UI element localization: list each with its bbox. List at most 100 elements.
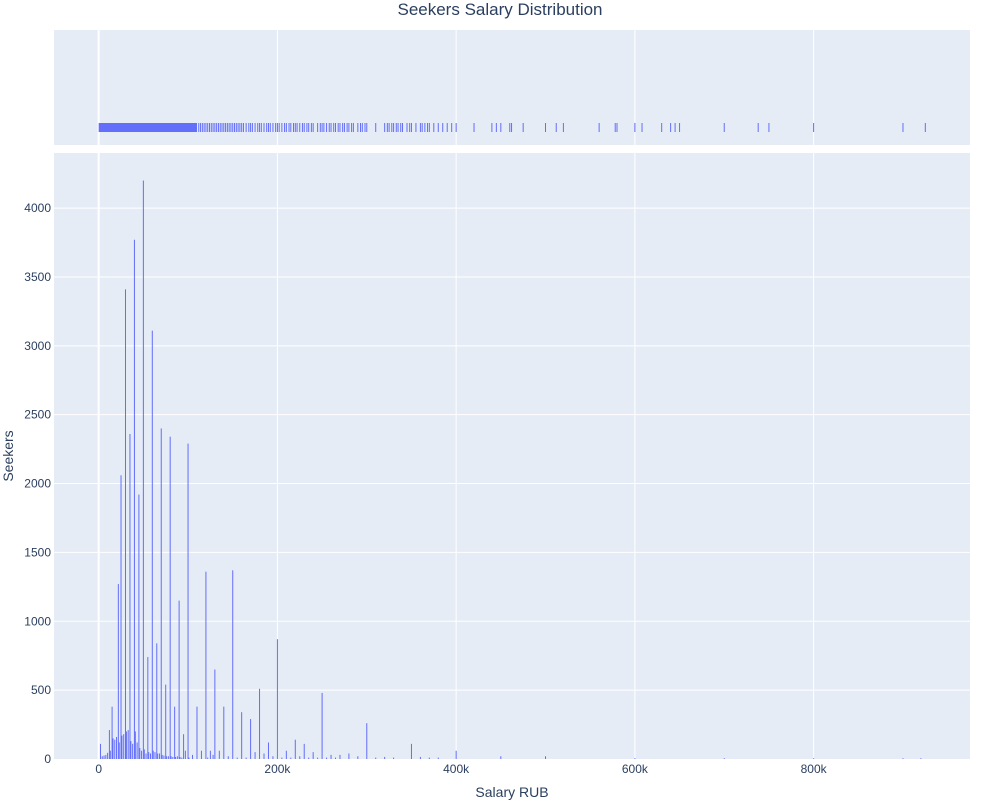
histogram-bar bbox=[312, 752, 314, 759]
histogram-bar bbox=[150, 753, 152, 759]
histogram-bar bbox=[134, 731, 136, 759]
y-tick-label: 3000 bbox=[24, 339, 51, 353]
histogram-bar bbox=[148, 752, 150, 759]
histogram-bar bbox=[276, 639, 278, 759]
histogram-bar bbox=[138, 494, 140, 759]
histogram-bars bbox=[99, 180, 922, 759]
histogram-bar bbox=[214, 669, 216, 759]
histogram-bar bbox=[147, 657, 149, 759]
histogram-bar bbox=[455, 750, 457, 759]
histogram-bar bbox=[145, 753, 147, 759]
histogram-bar bbox=[125, 731, 127, 759]
histogram-bar bbox=[272, 756, 274, 759]
x-tick-label: 200k bbox=[264, 762, 291, 776]
histogram-bar bbox=[223, 706, 225, 759]
histogram-bar bbox=[175, 756, 177, 759]
histogram-bar bbox=[108, 730, 110, 759]
y-tick-label: 3500 bbox=[24, 270, 51, 284]
y-tick-label: 2000 bbox=[24, 477, 51, 491]
histogram-bar bbox=[259, 688, 261, 759]
histogram-bar bbox=[112, 738, 114, 759]
histogram-bar bbox=[267, 742, 269, 759]
histogram-bar bbox=[348, 753, 350, 759]
histogram-bar bbox=[205, 571, 207, 759]
histogram-bar bbox=[366, 723, 368, 759]
histogram-bar bbox=[101, 756, 103, 759]
histogram-bar bbox=[169, 436, 171, 759]
histogram-bar bbox=[99, 743, 101, 759]
histogram-bar bbox=[129, 433, 131, 759]
histogram-bar bbox=[111, 706, 113, 759]
histogram-bar bbox=[121, 735, 123, 759]
histogram-bar bbox=[227, 756, 229, 759]
histogram-bar bbox=[116, 736, 118, 759]
histogram-bar bbox=[285, 750, 287, 759]
histogram-bar bbox=[254, 752, 256, 759]
histogram-bar bbox=[500, 756, 502, 759]
histogram-bar bbox=[133, 239, 135, 759]
histogram-bar bbox=[107, 752, 109, 759]
histogram-bar bbox=[117, 584, 119, 759]
histogram-bar bbox=[172, 756, 174, 759]
histogram-bar bbox=[139, 747, 141, 759]
histogram-bar bbox=[157, 753, 159, 759]
y-tick-label: 4000 bbox=[24, 201, 51, 215]
y-tick-label: 0 bbox=[44, 752, 51, 766]
histogram-bar bbox=[410, 743, 412, 759]
histogram-bar bbox=[192, 754, 194, 759]
histogram-bar bbox=[902, 758, 904, 759]
histogram-gridlines bbox=[54, 153, 970, 759]
histogram-bar bbox=[339, 754, 341, 759]
histogram-bar bbox=[118, 742, 120, 759]
chart-title: Seekers Salary Distribution bbox=[397, 0, 602, 19]
histogram-bar bbox=[335, 757, 337, 759]
histogram-bar bbox=[123, 734, 125, 759]
histogram-bar bbox=[419, 756, 421, 759]
histogram-bar bbox=[218, 750, 220, 759]
histogram-bar bbox=[393, 757, 395, 759]
y-axis-ticks: 0 500 1000 1500 2000 2500 3000 3500 4000 bbox=[24, 201, 51, 766]
histogram-bar bbox=[127, 730, 129, 759]
histogram-bar bbox=[152, 750, 154, 759]
y-tick-label: 500 bbox=[31, 683, 51, 697]
histogram-bar bbox=[357, 756, 359, 759]
histogram-bar bbox=[163, 755, 165, 759]
x-axis-title: Salary RUB bbox=[475, 784, 548, 800]
histogram-bar bbox=[158, 753, 160, 759]
histogram-bar bbox=[141, 750, 143, 759]
histogram-bar bbox=[154, 752, 156, 759]
histogram-bar bbox=[167, 756, 169, 759]
histogram-bar bbox=[179, 756, 181, 759]
histogram-bar bbox=[170, 756, 172, 759]
histogram-bar bbox=[187, 443, 189, 759]
histogram-bar bbox=[183, 734, 185, 759]
histogram-bar bbox=[232, 570, 234, 759]
histogram-bar bbox=[160, 428, 162, 759]
y-tick-label: 1500 bbox=[24, 545, 51, 559]
histogram-bar bbox=[281, 757, 283, 759]
histogram-bar bbox=[299, 756, 301, 759]
histogram-bar bbox=[114, 739, 116, 759]
x-tick-label: 0 bbox=[95, 762, 102, 776]
histogram-bar bbox=[174, 706, 176, 759]
rug-marks bbox=[98, 123, 926, 132]
histogram-bar bbox=[375, 757, 377, 759]
histogram-bar bbox=[330, 754, 332, 759]
histogram-bar bbox=[437, 757, 439, 759]
histogram-bar bbox=[109, 750, 111, 759]
histogram-bar bbox=[250, 719, 252, 759]
histogram-bar bbox=[184, 750, 186, 759]
histogram-bar bbox=[178, 600, 180, 759]
histogram-bar bbox=[428, 757, 430, 759]
histogram-bar bbox=[241, 712, 243, 759]
histogram-bar bbox=[136, 742, 138, 759]
histogram-bar bbox=[263, 753, 265, 759]
histogram-bar bbox=[124, 289, 126, 759]
histogram-bar bbox=[813, 758, 815, 759]
y-axis-title: Seekers bbox=[0, 430, 16, 481]
histogram-bar bbox=[165, 684, 167, 759]
histogram-bar bbox=[308, 757, 310, 759]
x-axis-ticks: 0 200k 400k 600k 800k bbox=[95, 762, 827, 776]
histogram-bar bbox=[290, 757, 292, 759]
